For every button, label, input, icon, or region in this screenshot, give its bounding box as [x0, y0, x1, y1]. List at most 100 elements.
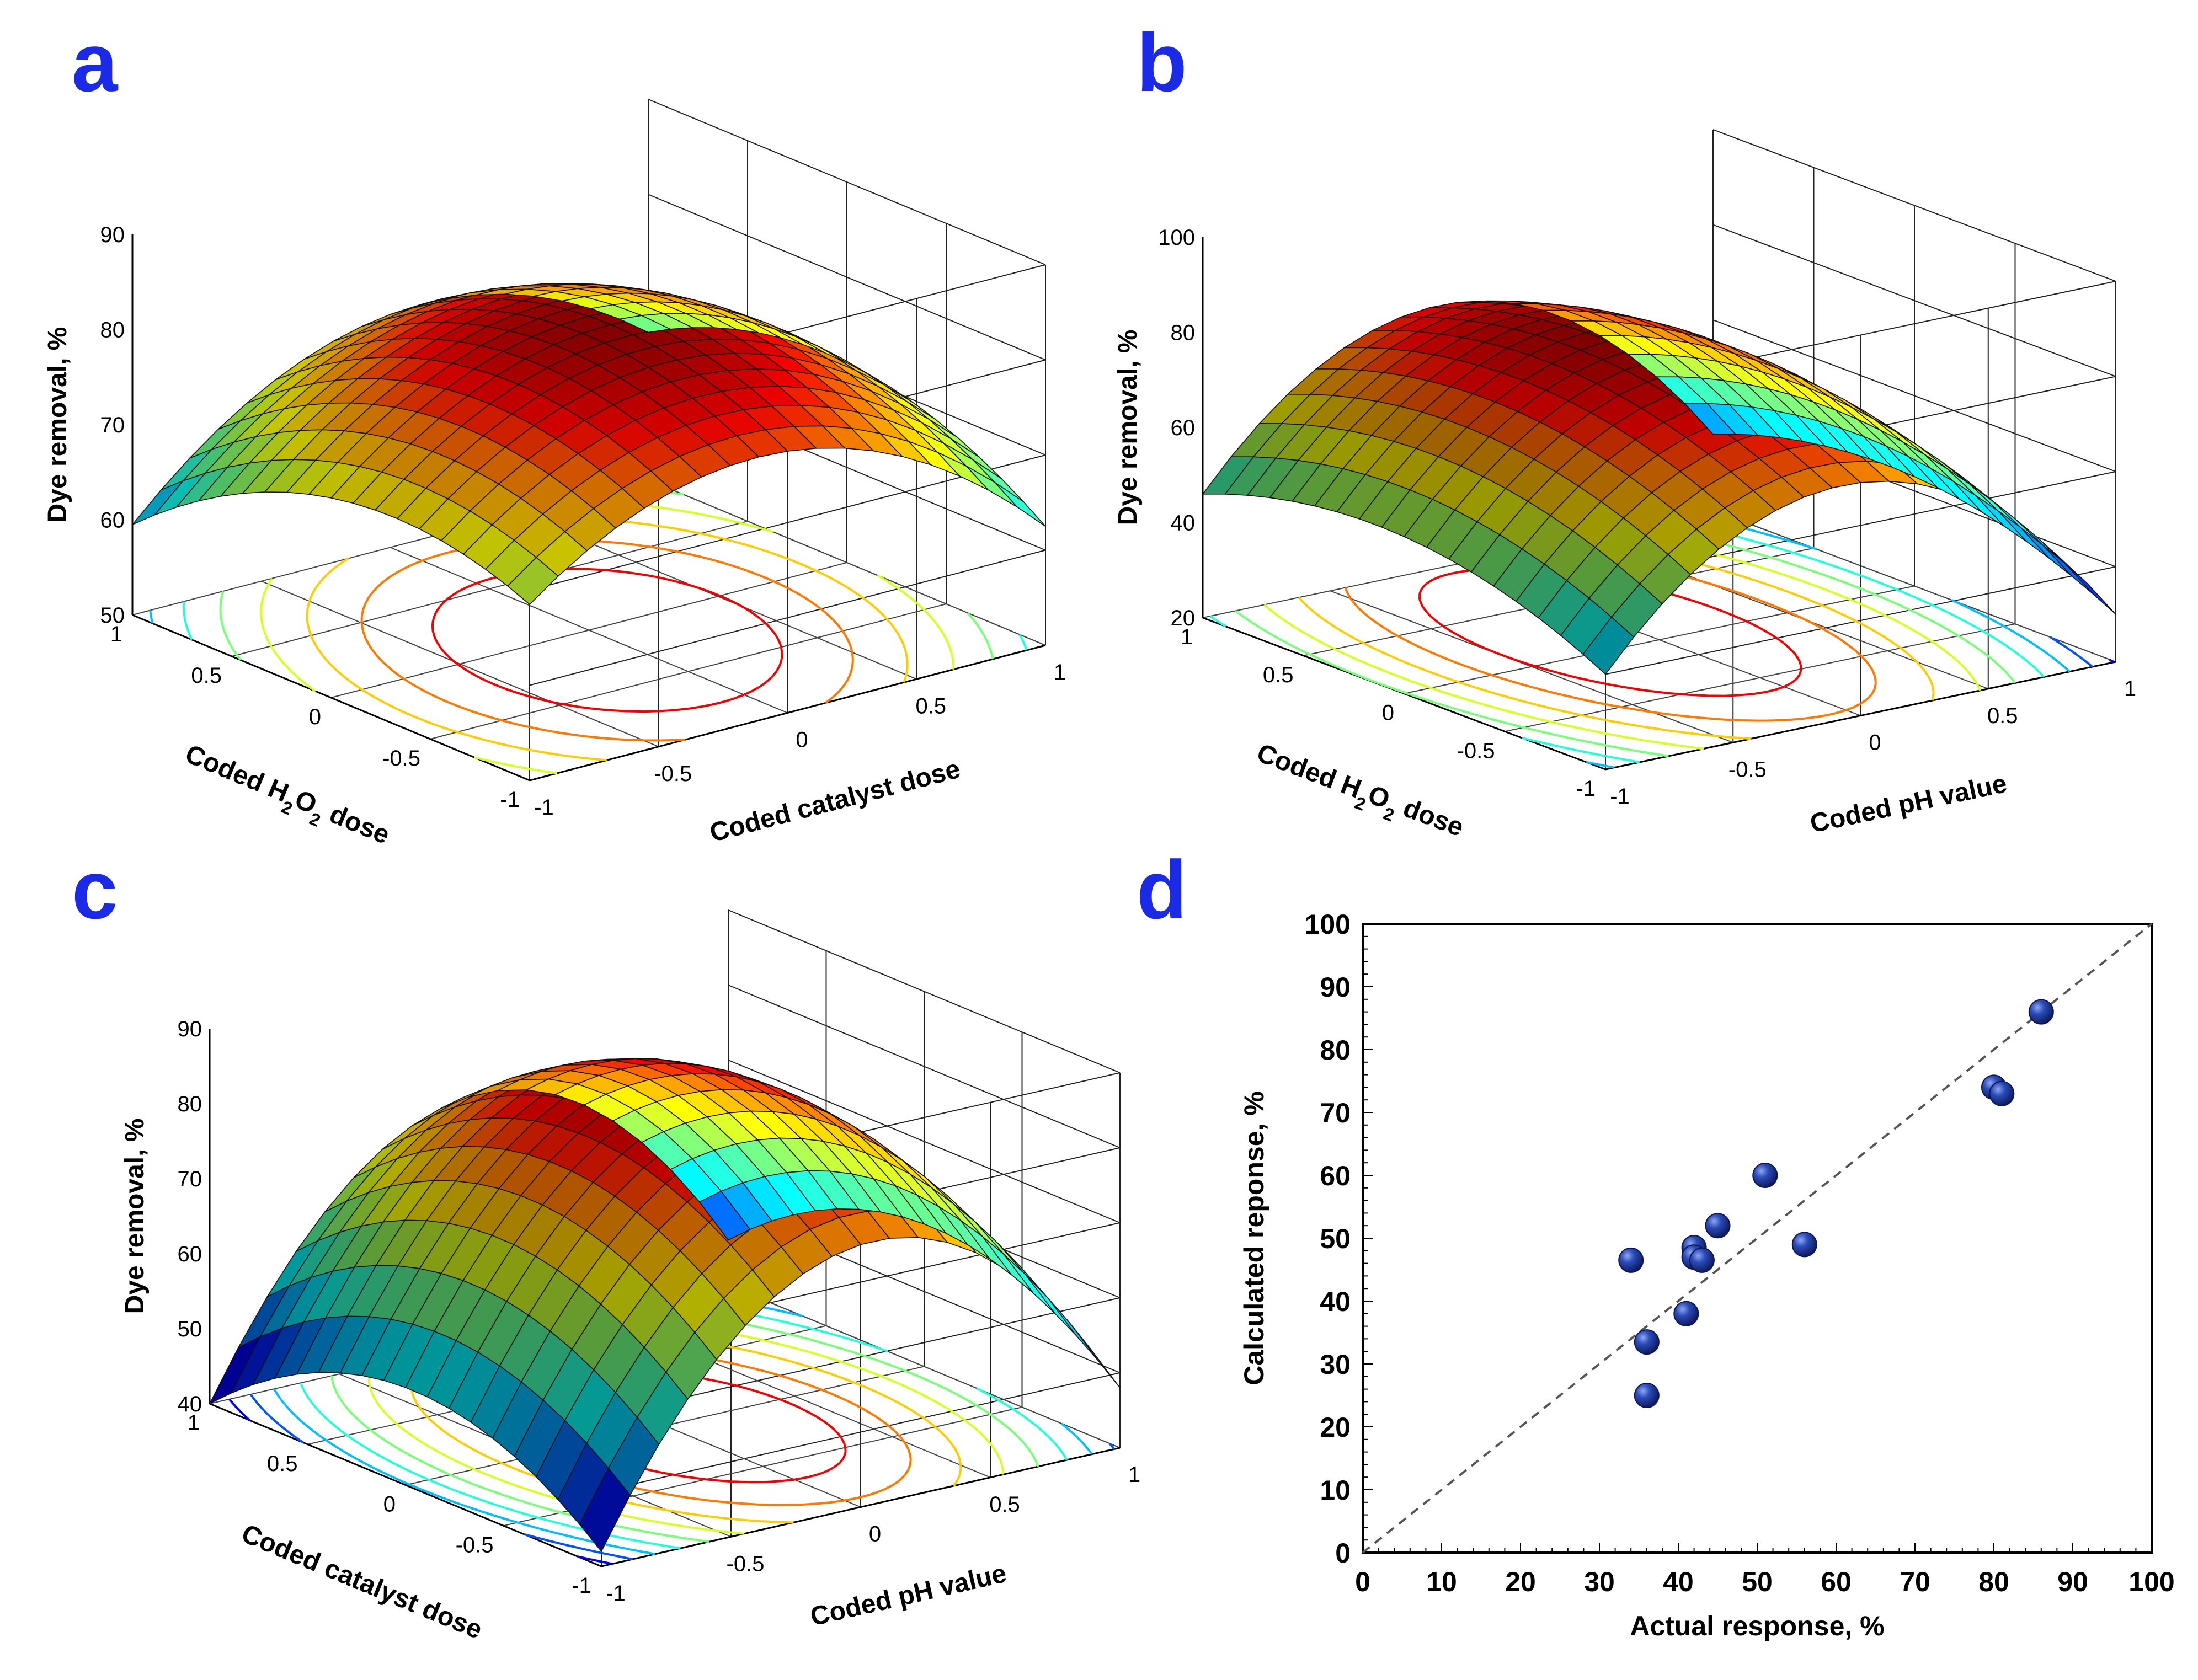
chart-d-y-axis-title: Calculated reponse, % — [1239, 1091, 1269, 1385]
c-contour-line — [273, 1293, 1093, 1555]
chart-d-ytick-6: 60 — [1320, 1160, 1351, 1191]
chart-b-ztick-3: 80 — [1171, 321, 1196, 345]
chart-d-xtick-5: 50 — [1742, 1566, 1773, 1597]
chart-d-xtick-2: 20 — [1505, 1566, 1536, 1597]
b-y-axis-line — [1605, 661, 2116, 771]
chart-d-ytick-1: 10 — [1320, 1475, 1351, 1506]
chart-c-xtick-0: -1 — [572, 1574, 591, 1598]
chart-d-ytick-0: 0 — [1335, 1538, 1351, 1569]
chart-a-surface — [132, 283, 1046, 605]
chart-b-grid — [1202, 129, 2116, 771]
chart-a-x-axis-title-a: Coded H — [181, 739, 293, 808]
chart-d-xtick-9: 90 — [2057, 1566, 2088, 1597]
chart-d-reference-line — [1362, 923, 2153, 1554]
chart-c-xtick-1: -0.5 — [456, 1533, 494, 1557]
chart-b-xtick-0: -1 — [1576, 777, 1596, 801]
b-surface-cell — [1997, 510, 2049, 559]
chart-c-z-axis-title: Dye removal, % — [120, 1119, 150, 1314]
scatter-point — [1791, 1232, 1817, 1258]
chart-a-x-axis-title-c: dose — [319, 796, 394, 850]
chart-a-ztick-4: 90 — [100, 223, 125, 247]
chart-d-points — [1618, 999, 2054, 1408]
b-surface-cell — [2020, 527, 2072, 576]
scatter-point — [1989, 1080, 2015, 1106]
chart-c-ztick-5: 90 — [178, 1017, 202, 1041]
chart-d-ytick-10: 100 — [1305, 909, 1351, 940]
chart-c: 40 50 60 70 80 90 -1 -0.5 0 0.5 1 -1 -0.… — [120, 909, 1141, 1645]
c-contour-line — [228, 1398, 613, 1565]
c-y-axis-line — [601, 1447, 1121, 1567]
chart-d-xtick-4: 40 — [1663, 1566, 1694, 1597]
chart-b-ytick-4: 1 — [2124, 677, 2136, 701]
chart-c-ytick-2: 0 — [869, 1522, 881, 1547]
chart-c-ytick-3: 0.5 — [989, 1492, 1020, 1517]
panel-letter-b: b — [1137, 16, 1187, 109]
c-x-axis-line — [209, 1403, 602, 1567]
chart-b-xtick-1: -0.5 — [1457, 739, 1495, 763]
chart-b-x-axis-title: Coded H2O2 dose — [1250, 739, 1468, 850]
chart-c-ztick-3: 70 — [178, 1167, 202, 1191]
chart-a-ztick-3: 80 — [100, 318, 125, 343]
chart-b-ztick-0: 20 — [1171, 606, 1196, 630]
chart-a-ztick-0: 50 — [100, 603, 125, 628]
chart-a-xtick-0: -1 — [500, 788, 520, 812]
b-contour-line — [2109, 659, 2114, 664]
chart-b-xtick-4: 1 — [1181, 625, 1193, 649]
chart-a-xtick-2: 0 — [309, 705, 321, 729]
scatter-point — [1673, 1301, 1699, 1326]
b-floor-line — [1712, 510, 2116, 662]
chart-a-ytick-4: 1 — [1054, 660, 1066, 684]
chart-c-xtick-2: 0 — [383, 1492, 396, 1517]
chart-b-ytick-3: 0.5 — [1987, 704, 2018, 728]
chart-d-ytick-9: 90 — [1320, 972, 1351, 1003]
chart-b-ytick-2: 0 — [1869, 731, 1881, 755]
chart-c-ticks: 40 50 60 70 80 90 -1 -0.5 0 0.5 1 -1 -0.… — [178, 1017, 1141, 1606]
chart-b-ytick-0: -1 — [1610, 784, 1630, 809]
chart-d-ytick-7: 70 — [1320, 1098, 1351, 1128]
scatter-point — [2028, 999, 2054, 1025]
chart-c-ztick-1: 50 — [178, 1317, 202, 1341]
a-floor-line — [430, 603, 947, 740]
chart-a-ticks: 50 60 70 80 90 -1 -0.5 0 0.5 1 -1 -0.5 0… — [100, 223, 1066, 820]
chart-d-ytick-3: 30 — [1320, 1349, 1351, 1380]
chart-d: 0 10 20 30 40 50 60 70 80 90 100 0 10 20… — [1239, 909, 2175, 1641]
panel-letter-c: c — [72, 843, 118, 936]
scatter-point — [1634, 1329, 1660, 1355]
a-floor-line — [648, 479, 1046, 646]
chart-a-x-axis-title: Coded H2O2 dose — [178, 739, 394, 857]
c-surface-cell — [698, 1190, 751, 1241]
a-surface-cell — [994, 481, 1046, 527]
chart-d-xtick-10: 100 — [2128, 1566, 2174, 1597]
chart-b-surface — [1202, 300, 2116, 675]
panel-letter-d: d — [1137, 843, 1187, 936]
chart-b-ticks: 20 40 60 80 100 -1 -0.5 0 0.5 1 -1 -0.5 … — [1158, 226, 2136, 809]
chart-d-xtick-7: 70 — [1900, 1566, 1930, 1597]
chart-c-ytick-0: -1 — [606, 1581, 626, 1606]
a-contour-line — [149, 610, 154, 624]
chart-d-ytick-5: 50 — [1320, 1223, 1351, 1254]
chart-b-x-axis-title-a: Coded H — [1253, 739, 1365, 804]
c-floor-line — [728, 1285, 1121, 1448]
chart-d-xtick-3: 30 — [1584, 1566, 1615, 1597]
chart-d-xtick-6: 60 — [1821, 1566, 1852, 1597]
a-surface-cell — [618, 315, 672, 333]
b-contour-line — [1263, 529, 1981, 750]
chart-c-ytick-4: 1 — [1128, 1463, 1140, 1487]
chart-c-ztick-4: 80 — [178, 1092, 202, 1116]
chart-a: 50 60 70 80 90 -1 -0.5 0 0.5 1 -1 -0.5 0… — [43, 99, 1066, 857]
chart-b-z-axis-title: Dye removal, % — [1113, 330, 1143, 526]
chart-a-ytick-3: 0.5 — [915, 694, 946, 718]
chart-b-y-axis-title: Coded pH value — [1807, 769, 2009, 839]
b-surface-cell — [1683, 403, 1737, 435]
chart-b-ztick-1: 40 — [1171, 511, 1196, 536]
chart-b-xtick-2: 0 — [1382, 701, 1394, 725]
scatter-point — [1705, 1213, 1731, 1239]
chart-c-y-axis-title: Coded pH value — [808, 1559, 1009, 1632]
chart-a-y-axis-title: Coded catalyst dose — [707, 755, 963, 848]
a-floor-line — [390, 547, 788, 714]
chart-a-xtick-3: 0.5 — [191, 664, 222, 688]
chart-c-xtick-4: 1 — [188, 1411, 200, 1435]
chart-d-minor-ticks — [1362, 923, 2152, 1553]
c-surface-cell — [1025, 1275, 1077, 1336]
